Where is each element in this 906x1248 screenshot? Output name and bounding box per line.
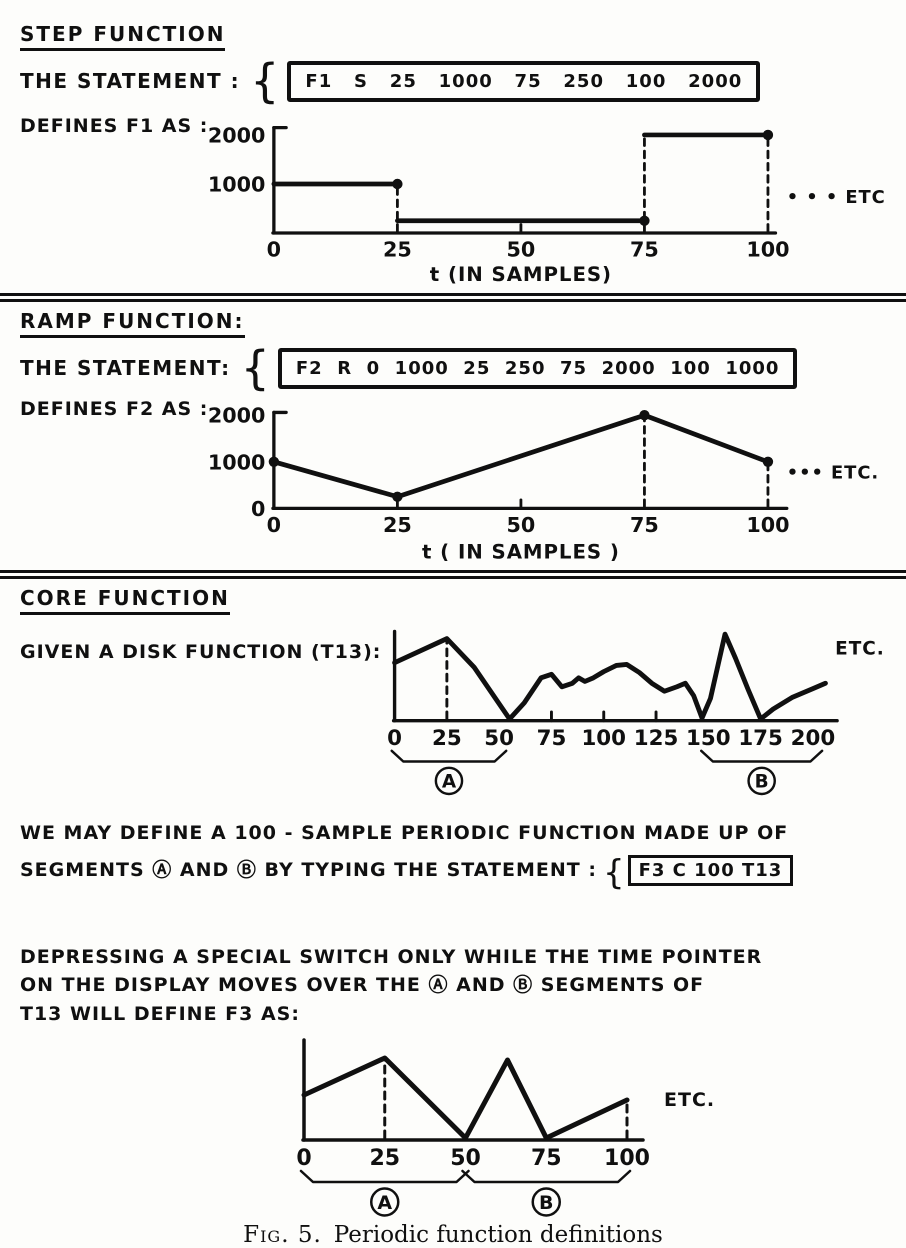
svg-text:0: 0 [267, 238, 281, 262]
svg-text:0: 0 [296, 1146, 311, 1171]
graph-row: DEFINES F2 AS : 0 25 50 75 100 0 1000 2000 t ( I… [20, 398, 886, 568]
f3-graph-wrap: 0 25 50 75 100 ETC. A B [272, 1034, 886, 1218]
paragraph-line: SEGMENTS Ⓐ AND Ⓑ BY TYPING THE STATEMENT… [20, 858, 597, 881]
given-label: GIVEN A DISK FUNCTION (T13): [20, 641, 382, 663]
defines-label: DEFINES F2 AS : [20, 398, 209, 420]
section-title: STEP FUNCTION [20, 22, 886, 51]
svg-text:2000: 2000 [208, 123, 265, 147]
svg-text:25: 25 [383, 513, 412, 537]
svg-text:175: 175 [739, 726, 784, 751]
svg-text:1000: 1000 [208, 173, 265, 197]
svg-text:50: 50 [507, 238, 536, 262]
section-divider [0, 570, 906, 579]
svg-text:t ( IN SAMPLES ): t ( IN SAMPLES ) [422, 540, 620, 563]
svg-text:A: A [377, 1192, 392, 1214]
paragraph-line: ON THE DISPLAY MOVES OVER THE Ⓐ AND Ⓑ SE… [20, 974, 705, 996]
svg-text:75: 75 [531, 1146, 562, 1171]
svg-text:100: 100 [604, 1146, 650, 1171]
section-title-text: STEP FUNCTION [20, 22, 226, 51]
svg-text:75: 75 [630, 238, 659, 262]
caption-text: Periodic function definitions [333, 1222, 663, 1248]
paragraph-line: WE MAY DEFINE A 100 - SAMPLE PERIODIC FU… [20, 822, 789, 844]
svg-text:25: 25 [432, 726, 462, 751]
section-title-text: CORE FUNCTION [20, 586, 230, 615]
svg-text:ETC.: ETC. [836, 639, 886, 660]
paragraph-switch: DEPRESSING A SPECIAL SWITCH ONLY WHILE T… [20, 943, 886, 1029]
brace-glyph: { [250, 54, 280, 108]
statement-row: THE STATEMENT: { F2 R 0 1000 25 250 75 2… [20, 341, 886, 395]
statement-box-f3: F3 C 100 T13 [627, 854, 794, 886]
section-title-text: RAMP FUNCTION: [20, 309, 245, 338]
section-divider [0, 293, 906, 302]
graph-row: GIVEN A DISK FUNCTION (T13): 0 25 50 75 100 1… [20, 623, 886, 801]
section-core-function: CORE FUNCTION GIVEN A DISK FUNCTION (T13… [20, 586, 886, 801]
svg-text:100: 100 [747, 513, 790, 537]
section-step-function: STEP FUNCTION THE STATEMENT : { F1 S 25 … [20, 22, 886, 291]
svg-text:75: 75 [630, 513, 659, 537]
svg-text:150: 150 [686, 726, 731, 751]
svg-text:0: 0 [267, 513, 281, 537]
svg-text:200: 200 [791, 726, 836, 751]
figure-caption: Fig. 5. Periodic function definitions [20, 1222, 886, 1248]
step-function-chart: 0 25 50 75 100 1000 2000 t (IN SAMPLES) • • • ET… [208, 123, 886, 286]
svg-text:75: 75 [537, 726, 567, 751]
svg-text:2000: 2000 [208, 404, 265, 428]
brace-glyph: { [602, 852, 626, 893]
svg-text:125: 125 [634, 726, 679, 751]
svg-text:50: 50 [507, 513, 536, 537]
svg-text:0: 0 [251, 497, 265, 521]
section-title: CORE FUNCTION [20, 586, 886, 615]
svg-text:• • • ETC.: • • • ETC. [787, 187, 886, 208]
graph-row: DEFINES F1 AS : 0 25 50 75 100 1000 2000 t (IN … [20, 111, 886, 291]
svg-text:0: 0 [388, 726, 403, 751]
svg-text:A: A [442, 772, 457, 793]
svg-text:B: B [755, 772, 769, 793]
svg-text:B: B [539, 1192, 553, 1214]
paragraph-line: T13 WILL DEFINE F3 AS: [20, 1002, 300, 1025]
caption-label: Fig. 5. [243, 1222, 322, 1248]
statement-row: THE STATEMENT : { F1 S 25 1000 75 250 10… [20, 54, 886, 108]
svg-text:t (IN SAMPLES): t (IN SAMPLES) [430, 263, 612, 286]
statement-box-f1: F1 S 25 1000 75 250 100 2000 [287, 60, 761, 102]
svg-text:100: 100 [747, 238, 790, 262]
svg-text:1000: 1000 [208, 450, 265, 474]
brace-glyph: { [240, 341, 270, 395]
paragraph-define-statement: WE MAY DEFINE A 100 - SAMPLE PERIODIC FU… [20, 819, 886, 899]
statement-box-f2: F2 R 0 1000 25 250 75 2000 100 1000 [277, 347, 798, 389]
svg-text:25: 25 [369, 1146, 400, 1171]
disk-function-chart: 0 25 50 75 100 125 150 175 200 ETC. A B [388, 629, 886, 796]
defines-label: DEFINES F1 AS : [20, 115, 209, 137]
svg-text:100: 100 [582, 726, 627, 751]
f3-function-chart: 0 25 50 75 100 ETC. A B [296, 1038, 715, 1217]
svg-text:ETC.: ETC. [664, 1089, 715, 1111]
svg-text:25: 25 [383, 238, 412, 262]
section-title: RAMP FUNCTION: [20, 309, 886, 338]
statement-label: THE STATEMENT: [20, 356, 231, 380]
svg-text:••• ETC.: ••• ETC. [787, 462, 879, 483]
svg-text:50: 50 [450, 1146, 481, 1171]
statement-label: THE STATEMENT : [20, 69, 241, 93]
paragraph-line: DEPRESSING A SPECIAL SWITCH ONLY WHILE T… [20, 945, 763, 968]
section-ramp-function: RAMP FUNCTION: THE STATEMENT: { F2 R 0 1… [20, 309, 886, 568]
svg-text:50: 50 [485, 726, 515, 751]
